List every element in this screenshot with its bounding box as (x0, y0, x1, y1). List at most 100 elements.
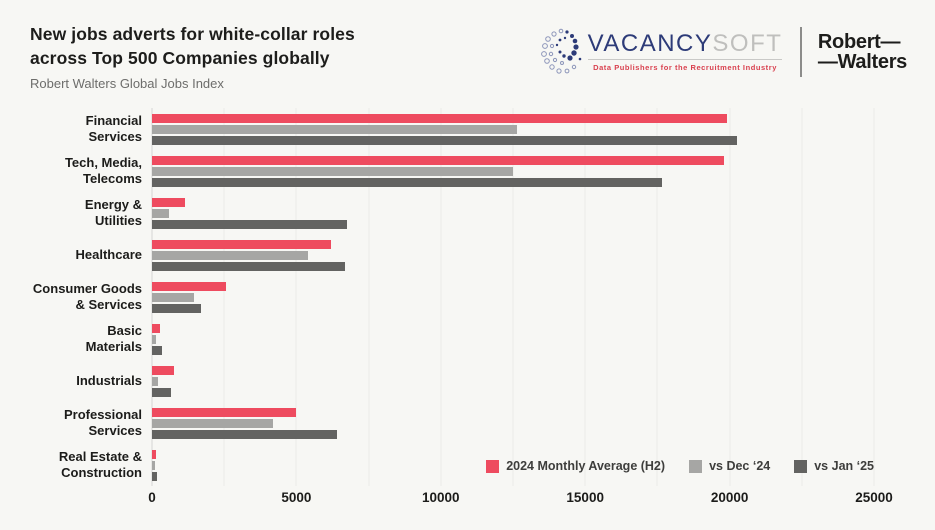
bar-group (152, 113, 874, 145)
bar-group (152, 407, 874, 439)
category-label: Energy & Utilities (84, 196, 142, 228)
category-label: Healthcare (75, 246, 142, 262)
x-tick-label: 20000 (710, 490, 749, 505)
legend-item: vs Dec ‘24 (689, 459, 770, 473)
bar (152, 135, 737, 145)
bar-rows: Financial Services Tech, Media, Telecoms E… (33, 108, 874, 486)
category-label: Tech, Media, Telecoms (64, 154, 142, 186)
x-axis: 0 5000 10000 15000 20000 25000 (148, 490, 893, 510)
gridline (873, 108, 875, 486)
bar (152, 387, 171, 397)
bar-chart: Financial Services Tech, Media, Telecoms E… (33, 108, 893, 510)
gridline (729, 108, 731, 486)
bar (152, 418, 274, 428)
bar (152, 219, 347, 229)
legend-swatch-icon (794, 459, 808, 473)
logo-strip: VACANCYSOFT Data Publishers for the Recr… (540, 26, 907, 78)
bar-group (152, 155, 874, 187)
category-label: Real Estate & Construction (58, 448, 142, 480)
gridline (656, 108, 658, 486)
gridline (440, 108, 442, 486)
bar (152, 345, 163, 355)
bar (152, 250, 308, 260)
category-row: Energy & Utilities (85, 192, 874, 234)
category-row: Basic Materials (86, 318, 874, 360)
legend-item: 2024 Monthly Average (H2) (486, 459, 665, 473)
vacancysoft-logo: VACANCYSOFT Data Publishers for the Recr… (540, 26, 783, 78)
robert-walters-line-2: —Walters (817, 51, 907, 73)
legend: 2024 Monthly Average (H2) vs Dec ‘24 vs Ja… (486, 459, 874, 473)
bar (152, 429, 337, 439)
vacancysoft-dots-icon (540, 28, 581, 74)
bar (152, 281, 226, 291)
bar (152, 407, 297, 417)
chart-subtitle: Robert Walters Global Jobs Index (30, 76, 224, 92)
bar (152, 449, 157, 459)
bar (152, 197, 186, 207)
logo-divider (800, 27, 802, 77)
category-label: Basic Materials (85, 322, 142, 354)
vacancysoft-wordmark: VACANCYSOFT Data Publishers for the Recr… (587, 30, 783, 72)
bar (152, 303, 202, 313)
bar-group (152, 449, 874, 481)
gridline (368, 108, 370, 486)
category-label: Industrials (76, 372, 142, 388)
bar (152, 113, 727, 123)
bar-group (152, 365, 874, 397)
category-label: Financial Services (85, 112, 142, 144)
legend-item: vs Jan ‘25 (794, 459, 874, 473)
bar (152, 292, 194, 302)
gridline (584, 108, 586, 486)
header: New jobs adverts for white-collar roles … (30, 22, 355, 91)
bar (152, 376, 158, 386)
category-row: Tech, Media, Telecoms (65, 150, 874, 192)
gridline (295, 108, 297, 486)
bar (152, 124, 518, 134)
gridline (512, 108, 514, 486)
category-row: Industrials (76, 360, 874, 402)
bar (152, 177, 662, 187)
category-row: Real Estate & Construction (59, 444, 874, 486)
x-tick-label: 10000 (422, 490, 460, 505)
bar (152, 365, 174, 375)
gridline (223, 108, 225, 486)
legend-swatch-icon (486, 459, 500, 473)
bar (152, 155, 724, 165)
bar (152, 334, 157, 344)
vacancysoft-name-secondary: SOFT (712, 30, 783, 57)
robert-walters-logo: Robert— —Walters (817, 30, 907, 73)
bar-group (152, 323, 874, 355)
plot-area: Financial Services Tech, Media, Telecoms E… (33, 108, 875, 486)
bar (152, 166, 513, 176)
category-row: Financial Services (86, 108, 874, 150)
title-line-2: across Top 500 Companies globally (30, 48, 330, 69)
legend-label: vs Dec ‘24 (709, 459, 771, 473)
bar-group (152, 197, 874, 229)
category-label: Professional Services (63, 406, 142, 438)
bar (152, 208, 170, 218)
bar (152, 323, 161, 333)
x-tick-label: 0 (148, 490, 156, 505)
x-tick-label: 5000 (281, 490, 312, 505)
robert-walters-line-1: Robert— (817, 30, 901, 53)
bar-group (152, 239, 874, 271)
legend-label: vs Jan ‘25 (814, 459, 874, 473)
x-tick-label: 15000 (566, 490, 604, 505)
legend-label: 2024 Monthly Average (H2) (506, 459, 666, 473)
bar (152, 471, 157, 481)
title-line-1: New jobs adverts for white-collar roles (30, 24, 355, 44)
legend-swatch-icon (689, 459, 703, 473)
bar-group (152, 281, 874, 313)
category-label: Consumer Goods & Services (32, 280, 142, 312)
bar (152, 239, 332, 249)
page-title: New jobs adverts for white-collar roles … (30, 22, 355, 70)
gridline (801, 108, 803, 486)
vacancysoft-name-primary: VACANCY (587, 30, 713, 57)
category-row: Professional Services (64, 402, 874, 444)
category-row: Healthcare (76, 234, 874, 276)
category-row: Consumer Goods & Services (33, 276, 874, 318)
bar (152, 460, 155, 470)
x-tick-label: 25000 (855, 490, 893, 505)
vacancysoft-tagline: Data Publishers for the Recruitment Indu… (587, 59, 783, 72)
